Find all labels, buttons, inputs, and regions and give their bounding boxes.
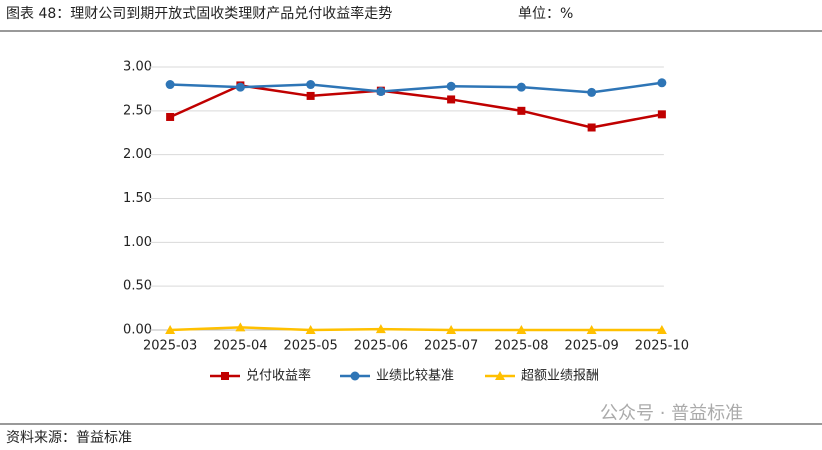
series-line — [170, 81, 663, 94]
x-tick-label: 2025-04 — [213, 339, 267, 354]
legend-label: 超额业绩报酬 — [521, 369, 599, 384]
marker — [447, 95, 456, 104]
marker — [656, 325, 667, 334]
marker — [376, 87, 386, 97]
series-line — [170, 326, 662, 332]
marker — [657, 78, 667, 88]
x-tick-label: 2025-10 — [635, 339, 689, 354]
y-tick-label: 3.00 — [123, 60, 152, 75]
marker — [375, 324, 386, 334]
y-tick-label: 2.00 — [123, 147, 152, 162]
marker — [221, 372, 229, 380]
source: 资料来源：普益标准 — [6, 430, 132, 446]
legend-label: 兑付收益率 — [246, 368, 311, 384]
marker — [446, 81, 456, 91]
marker — [657, 110, 666, 119]
x-tick-label: 2025-09 — [564, 339, 618, 354]
marker — [166, 112, 175, 121]
marker — [165, 325, 176, 334]
marker — [165, 80, 175, 90]
marker — [306, 80, 316, 90]
watermark: 公众号 · 普益标准 — [600, 403, 743, 424]
marker — [516, 82, 526, 92]
x-tick-label: 2025-05 — [283, 339, 337, 354]
marker — [446, 325, 457, 334]
unit-label: 单位：% — [518, 6, 573, 22]
marker — [587, 123, 596, 132]
marker — [517, 106, 526, 115]
legend-label: 业绩比较基准 — [376, 369, 454, 384]
x-tick-label: 2025-03 — [143, 339, 197, 354]
y-tick-label: 1.00 — [123, 235, 152, 250]
y-tick-label: 2.50 — [123, 103, 152, 118]
marker — [350, 371, 360, 381]
y-tick-label: 0.00 — [123, 323, 152, 338]
marker — [235, 322, 246, 332]
x-tick-label: 2025-07 — [424, 339, 478, 354]
x-tick-label: 2025-08 — [494, 339, 548, 354]
marker — [495, 371, 505, 380]
chart-title: 图表 48：理财公司到期开放式固收类理财产品兑付收益率走势 — [6, 5, 392, 22]
marker — [306, 91, 315, 100]
y-tick-label: 0.50 — [123, 279, 152, 294]
x-tick-label: 2025-06 — [354, 339, 408, 354]
marker — [235, 82, 245, 92]
y-tick-label: 1.50 — [123, 191, 152, 206]
marker — [305, 325, 316, 334]
marker — [516, 325, 527, 334]
marker — [586, 325, 597, 334]
marker — [587, 87, 597, 97]
